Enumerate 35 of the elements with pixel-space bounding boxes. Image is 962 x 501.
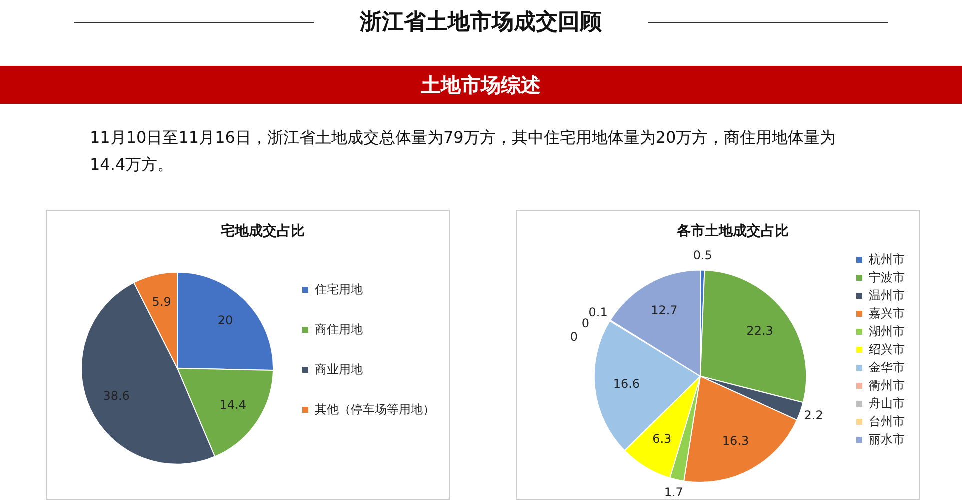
data-label: 12.7 [651,304,678,318]
legend-label: 温州市 [869,288,905,302]
legend-label: 湖州市 [869,324,905,338]
data-label: 0.1 [588,305,608,320]
legend-label: 宁波市 [869,270,905,284]
legend-label: 住宅用地 [314,282,363,296]
data-label: 22.3 [746,324,774,338]
data-label: 16.3 [722,434,750,448]
legend-label: 绍兴市 [869,342,905,356]
text: 0 [582,316,590,330]
legend-label: 商住用地 [315,322,363,336]
data-label: 16.6 [613,376,640,391]
data-label: 20 [218,314,234,328]
legend-label: 商业用地 [315,362,363,376]
legend-label: 台州市 [869,414,905,428]
legend-label: 金华市 [869,360,905,374]
text: 浙江省土地市场成交回顾 [360,8,602,37]
chart-title: 各市土地成交占比 [676,222,789,238]
data-label: 6.3 [652,432,672,446]
data-label: 38.6 [103,388,130,403]
data-label: 1.7 [664,486,684,500]
text: 11月10日至11月16日，浙江省土地成交总体量为79万方，其中住宅用地体量为20万方，商住用地体量为14.4万方。 [90,127,838,176]
text: 土地市场综述 [0,66,962,104]
legend-label: 杭州市 [868,252,905,266]
legend-label: 丽水市 [869,432,905,446]
legend-label: 舟山市 [869,396,905,410]
chart-title: 宅地成交占比 [221,222,305,238]
data-label: 5.9 [152,295,172,310]
data-label: 14.4 [220,398,246,412]
legend-label: 其他（停车场等用地） [315,402,435,416]
data-label: 0.5 [693,248,712,262]
legend-label: 衢州市 [869,378,905,392]
data-label: 2.2 [804,408,824,422]
text: 0 [570,330,578,344]
legend-label: 嘉兴市 [869,306,905,320]
